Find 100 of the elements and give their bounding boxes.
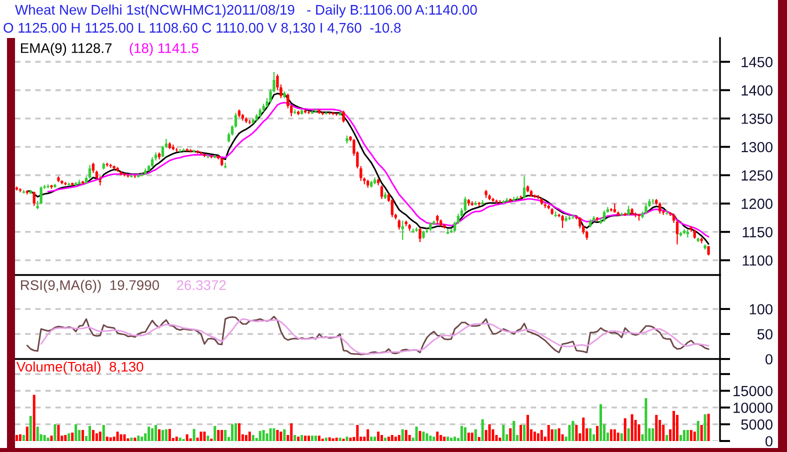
bar: [126, 438, 130, 441]
bar: [443, 436, 446, 441]
bar: [29, 416, 32, 441]
bar: [460, 426, 463, 441]
bar: [272, 428, 276, 441]
candlestick: [120, 171, 122, 176]
candlestick: [360, 166, 362, 181]
bar: [676, 414, 678, 441]
candlestick: [297, 110, 300, 116]
y-tick-label: 1300: [742, 142, 772, 152]
bar: [704, 414, 706, 441]
candlestick: [596, 217, 599, 222]
candlestick: [338, 110, 342, 116]
bar: [686, 430, 689, 441]
bar: [616, 432, 620, 441]
bar: [276, 430, 279, 441]
candlestick: [540, 198, 543, 205]
bar: [231, 424, 234, 441]
y-tick-label: 1250: [742, 170, 772, 181]
candlestick: [384, 192, 387, 200]
bar: [644, 398, 648, 441]
y-tick-label: 15000: [734, 386, 772, 396]
bar: [300, 434, 304, 441]
bar: [178, 438, 182, 441]
candlestick: [422, 230, 425, 239]
candlestick: [81, 180, 84, 184]
candlestick: [624, 212, 626, 216]
candlestick: [630, 208, 634, 215]
bar: [206, 436, 210, 441]
candlestick: [696, 238, 700, 242]
y-tick-label: 10000: [734, 402, 772, 413]
candlestick: [258, 108, 262, 117]
candlestick: [401, 220, 404, 240]
bar: [630, 414, 634, 441]
bar: [120, 434, 122, 441]
candlestick: [370, 180, 373, 188]
candlestick: [495, 200, 498, 204]
bar: [554, 429, 557, 441]
bar: [384, 438, 386, 441]
bar: [356, 424, 359, 441]
bar: [498, 438, 502, 441]
bar: [43, 434, 46, 441]
bar: [328, 437, 331, 441]
candlestick: [467, 199, 470, 206]
candlestick: [412, 228, 414, 234]
y-tick-label: 50: [757, 329, 772, 340]
chart-subtitle: O 1125.00 H 1125.00 L 1108.60 C 1110.00 V 8,130 I 4,760 -10.8: [4, 22, 401, 34]
candlestick: [64, 182, 67, 186]
bar: [164, 429, 168, 441]
candlestick: [68, 182, 70, 186]
candlestick: [192, 150, 196, 153]
bar: [15, 434, 18, 441]
candlestick: [134, 175, 136, 178]
text: EMA(9) 1128.7: [21, 42, 112, 56]
bar: [454, 436, 456, 441]
candlestick: [533, 194, 536, 198]
candlestick: [60, 180, 64, 184]
bar: [575, 424, 578, 441]
bar: [387, 436, 390, 441]
candlestick: [522, 176, 526, 198]
candlestick: [506, 198, 508, 202]
bar: [220, 430, 224, 441]
bar: [467, 432, 470, 441]
bar: [95, 433, 98, 441]
bar: [82, 430, 84, 441]
bar: [418, 430, 422, 441]
candlestick: [589, 219, 592, 228]
candlestick: [78, 180, 81, 184]
candlestick: [627, 206, 630, 216]
candlestick: [144, 168, 147, 175]
candlestick: [224, 162, 227, 168]
y-tick-label: 1400: [742, 85, 772, 96]
bar: [540, 430, 543, 441]
candlestick: [704, 244, 706, 250]
y-tick-label: 1150: [742, 227, 772, 238]
bar: [432, 436, 436, 441]
candlestick: [415, 227, 418, 232]
candlestick: [314, 108, 318, 112]
candlestick: [561, 214, 564, 228]
y-tick-label: 0: [766, 436, 772, 446]
candlestick: [203, 154, 206, 158]
candlestick: [46, 184, 50, 188]
bar: [450, 438, 453, 441]
text: RSI(9,MA(6)) 19.7990: [21, 280, 160, 293]
candlestick: [572, 214, 574, 219]
candlestick: [26, 190, 28, 194]
bar: [488, 424, 491, 441]
bar: [666, 434, 668, 441]
bar: [46, 438, 50, 441]
bar: [102, 424, 105, 441]
bar: [258, 430, 262, 441]
candlestick: [613, 204, 616, 213]
bar: [224, 430, 227, 441]
candlestick: [568, 216, 571, 220]
candlestick: [321, 112, 324, 116]
candlestick: [530, 190, 533, 197]
bar: [366, 429, 370, 441]
bar: [262, 430, 265, 441]
bar: [700, 424, 703, 441]
bar: [536, 433, 540, 441]
